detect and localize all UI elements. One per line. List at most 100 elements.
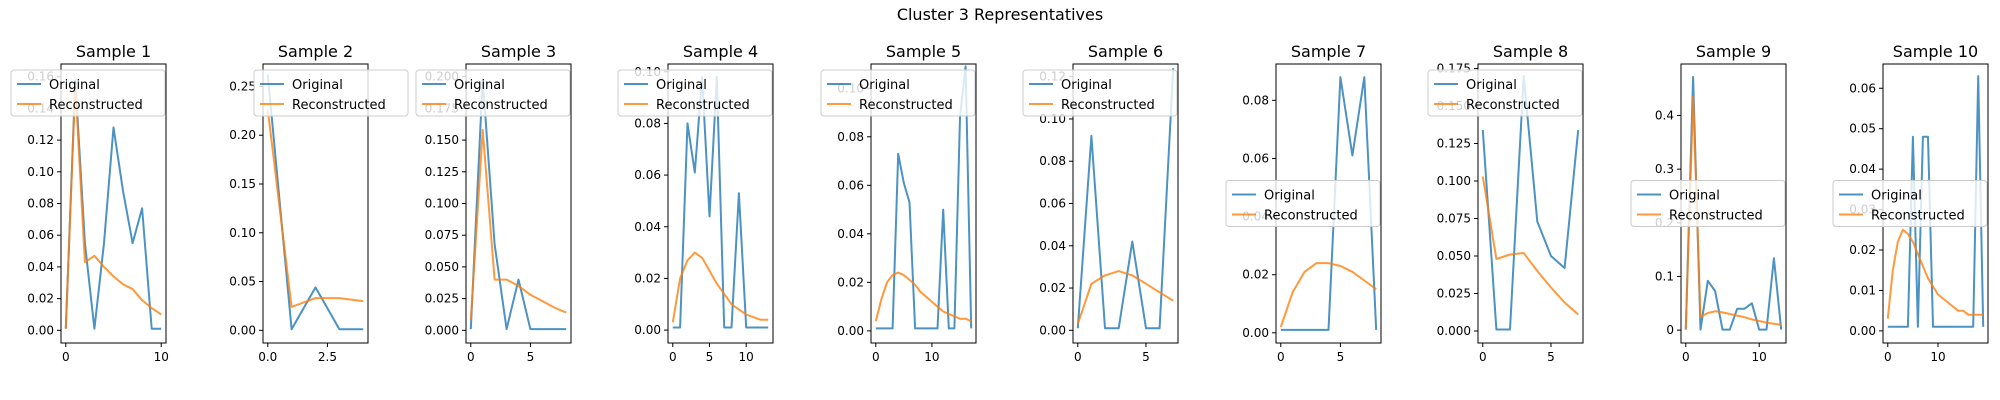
legend: Original Reconstructed [1225,180,1381,227]
series-reconstructed-line [874,271,972,323]
y-tick-label: 0.4 [1655,109,1674,123]
x-tick-label: 10 [1752,350,1767,364]
series-original-line [469,78,567,331]
series-reconstructed-line [671,251,769,323]
legend: Original Reconstructed [820,69,976,117]
legend-box [1022,69,1178,117]
legend-reconstructed-label: Reconstructed [292,98,386,113]
chart-panel-1: Sample 10.000.020.040.060.080.100.120.14… [10,42,169,364]
x-tick-label: 5 [1142,350,1150,364]
chart-panel-3: Sample 3 0.000 0.025 0.050 0.075 0.100 0.125 0.… [415,42,572,364]
y-tick-label: 0.06 [634,168,661,182]
y-tick-label: 0.1 [1655,269,1674,283]
y-tick-label: 0.00 [1242,326,1269,340]
legend-box [10,69,166,117]
y-tick-label: 0.150 [425,133,459,147]
series-original-line [1280,76,1378,331]
series-original-line [1076,68,1175,330]
y-tick-label: 0.04 [27,260,54,274]
y-tick-label: 0.025 [1437,287,1471,301]
legend-box [1225,180,1381,227]
y-tick-label: 0.3 [1655,162,1674,176]
legend-original-label: Original [1264,189,1315,204]
y-tick-label: 0.00 [634,323,661,337]
series-reconstructed-line [469,128,567,321]
panel-title: Sample 1 [76,42,151,61]
y-tick-label: 0.050 [425,260,459,274]
y-tick-label: 0.00 [837,324,864,338]
x-tick-label: 5 [1337,350,1345,364]
y-tick-label: 0.075 [425,228,459,242]
panel-title: Sample 4 [683,42,758,61]
y-tick-label: 0.000 [425,323,459,337]
legend: Original Reconstructed [1630,180,1786,227]
y-tick-label: 0.08 [1242,93,1269,107]
series-original-line [1481,75,1580,331]
chart-panel-7: Sample 70.000.020.040.060.0805OriginalRe… [1225,42,1382,364]
y-tick-label: 0.06 [1849,81,1876,95]
y-tick-label: 0.12 [27,133,54,147]
x-tick-label: 10 [924,350,939,364]
y-tick-label: 0.15 [229,177,256,191]
y-tick-label: 0.05 [229,275,256,289]
y-tick-label: 0.06 [837,178,864,192]
x-tick-label: 0 [1277,350,1285,364]
series-reconstructed-line [1481,176,1579,316]
y-tick-label: 0.25 [229,79,256,93]
x-tick-label: 0.0 [258,350,277,364]
legend: Original Reconstructed [1832,180,1988,227]
y-tick-label: 0.06 [1242,151,1269,165]
x-tick-label: 0 [1884,350,1892,364]
legend-box [617,69,773,117]
y-tick-label: 0.125 [425,165,459,179]
y-tick-label: 0.08 [634,116,661,130]
legend-reconstructed-label: Reconstructed [1871,209,1965,224]
axes-frame [1477,63,1584,344]
y-tick-label: 0.10 [229,226,256,240]
series-original-line [875,65,973,330]
y-tick-label: 0.08 [837,130,864,144]
panel-title: Sample 7 [1291,42,1366,61]
series-reconstructed-line [64,83,162,329]
legend-original-label: Original [1871,189,1922,204]
series-reconstructed-line [1886,228,1984,319]
y-tick-label: 0.06 [1039,197,1066,211]
legend-original-label: Original [454,78,505,93]
legend-reconstructed-label: Reconstructed [1466,98,1560,113]
x-tick-label: 0 [1074,350,1082,364]
y-tick-label: 0.000 [1437,324,1471,338]
y-tick-label: 0.100 [1437,174,1471,188]
y-tick-label: 0.04 [1849,162,1876,176]
panel-title: Sample 10 [1893,42,1978,61]
chart-panel-10: Sample 100.000.010.020.030.040.050.06010… [1832,42,1989,364]
x-tick-label: 5 [527,350,535,364]
x-tick-label: 10 [1930,350,1945,364]
legend: Original Reconstructed [253,69,409,117]
chart-panel-9: Sample 900.10.20.30.4010OriginalReconstr… [1630,42,1787,364]
y-tick-label: 0.10 [27,165,54,179]
y-tick-label: 0.05 [1849,122,1876,136]
legend-reconstructed-label: Reconstructed [656,98,750,113]
legend: Original Reconstructed [1427,69,1583,117]
y-tick-label: 0.100 [425,197,459,211]
y-tick-label: 0.02 [27,292,54,306]
chart-panel-6: Sample 60.000.020.040.060.080.100.1205Or… [1022,42,1179,364]
x-tick-label: 5 [706,350,714,364]
y-tick-label: 0.02 [837,275,864,289]
legend-original-label: Original [49,78,100,93]
chart-panel-8: Sample 80.0000.0250.0500.0750.1000.1250.… [1427,42,1584,364]
legend-reconstructed-label: Reconstructed [49,98,143,113]
series-original-line [672,75,769,329]
y-tick-label: 0.08 [1039,154,1066,168]
panel-title: Sample 5 [886,42,961,61]
legend-reconstructed-label: Reconstructed [1669,209,1763,224]
chart-panel-2: Sample 2 0.00 0.05 0.10 0.15 0.20 0.25 0.0 2.5 Or… [229,42,409,364]
x-tick-label: 0 [1479,350,1487,364]
panel-title: Sample 6 [1088,42,1163,61]
y-tick-label: 0.04 [1039,239,1066,253]
series-reconstructed-line [266,109,364,308]
y-tick-label: 0.00 [27,323,54,337]
legend-reconstructed-label: Reconstructed [859,98,953,113]
axes-frame [870,63,977,344]
